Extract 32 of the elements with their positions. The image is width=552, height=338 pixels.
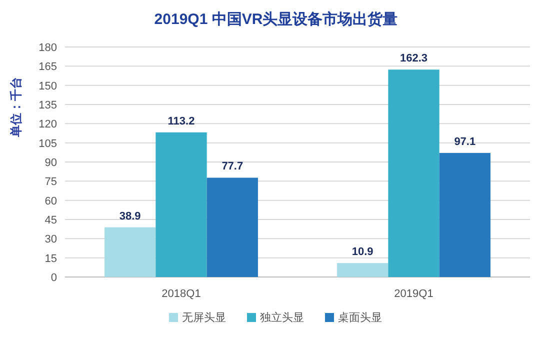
y-tick-label: 120 [38, 118, 57, 131]
x-tick-label: 2018Q1 [162, 288, 201, 300]
bar [104, 227, 156, 277]
data-label: 10.9 [352, 246, 374, 258]
y-tick-label: 30 [44, 234, 57, 246]
y-tick-label: 105 [38, 138, 57, 150]
y-tick-label: 90 [44, 157, 57, 169]
bar [156, 132, 207, 277]
x-tick-label: 2019Q1 [394, 288, 434, 300]
y-tick-label: 45 [44, 214, 57, 226]
legend-label: 无屏头显 [182, 311, 226, 324]
y-tick-label: 15 [44, 252, 57, 265]
chart-title: 2019Q1 中国VR头显设备市场出货量 [154, 10, 398, 28]
data-label: 162.3 [400, 52, 428, 65]
bar [206, 178, 258, 277]
y-tick-label: 150 [38, 80, 57, 92]
data-label: 113.2 [168, 115, 195, 128]
y-tick-label: 60 [44, 195, 57, 208]
y-tick-label: 180 [38, 42, 57, 54]
data-label: 77.7 [222, 160, 244, 173]
data-label: 38.9 [119, 210, 141, 222]
data-label: 97.1 [454, 136, 476, 148]
y-axis-title: 单位：千台 [9, 77, 23, 138]
legend-label: 独立头显 [260, 311, 304, 324]
y-tick-label: 0 [50, 272, 57, 284]
bar [388, 70, 440, 277]
y-tick-label: 75 [44, 176, 57, 188]
legend-label: 桌面头显 [338, 311, 382, 324]
bar [439, 152, 490, 277]
bar [337, 263, 388, 277]
y-tick-label: 135 [38, 100, 57, 112]
y-tick-label: 165 [38, 61, 57, 74]
